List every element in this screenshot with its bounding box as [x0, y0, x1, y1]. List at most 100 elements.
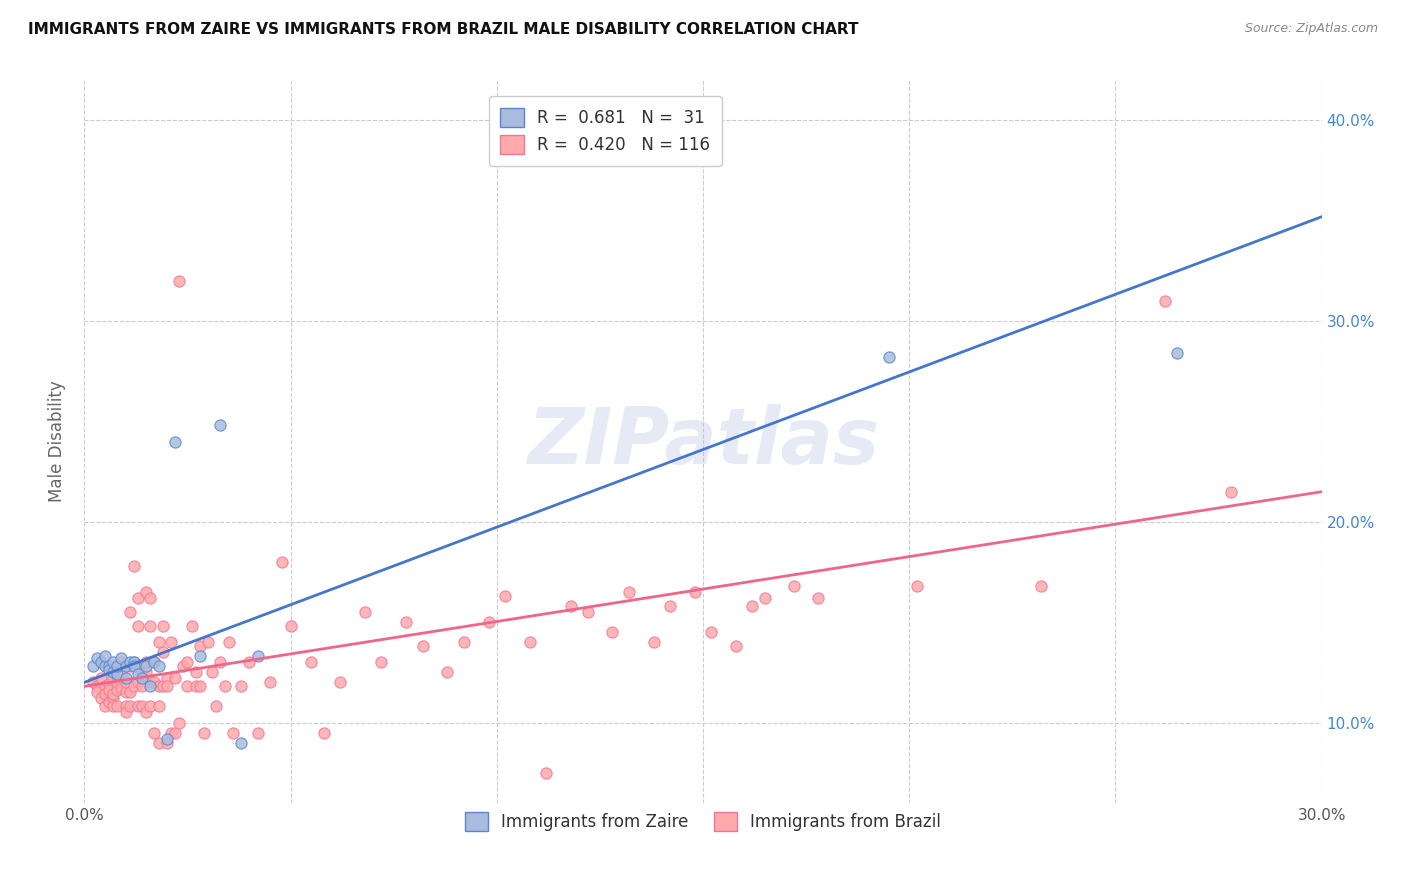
Point [205, 699, 228, 714]
Point [494, 589, 516, 603]
Point [94, 699, 117, 714]
Point [148, 680, 170, 694]
Point [98, 696, 121, 710]
Point [176, 680, 198, 694]
Point [246, 725, 269, 739]
Point [122, 680, 145, 694]
Point [280, 619, 302, 633]
Point [114, 699, 136, 714]
Point [160, 725, 183, 739]
Point [86, 680, 108, 694]
Point [172, 659, 194, 673]
Point [127, 619, 149, 633]
Point [160, 635, 183, 649]
Point [783, 579, 806, 593]
Point [118, 605, 141, 619]
Point [156, 731, 179, 746]
Point [114, 675, 136, 690]
Point [143, 675, 166, 690]
Point [118, 655, 141, 669]
Point [176, 655, 198, 669]
Point [103, 687, 125, 701]
Point [754, 591, 776, 605]
Point [600, 625, 623, 640]
Point [907, 579, 929, 593]
Point [560, 599, 582, 614]
Point [229, 680, 252, 694]
Point [395, 615, 418, 630]
Point [180, 619, 202, 633]
Point [299, 655, 322, 669]
Point [209, 655, 232, 669]
Point [103, 691, 125, 706]
Point [110, 651, 132, 665]
Point [188, 639, 211, 653]
Point [165, 434, 187, 449]
Point [643, 635, 665, 649]
Point [1154, 293, 1177, 308]
Point [105, 667, 128, 681]
Y-axis label: Male Disability: Male Disability [48, 381, 66, 502]
Point [617, 585, 640, 599]
Point [139, 680, 162, 694]
Point [659, 599, 682, 614]
Point [143, 655, 166, 669]
Point [167, 715, 190, 730]
Point [122, 655, 145, 669]
Point [271, 555, 294, 569]
Point [103, 665, 125, 680]
Point [114, 706, 136, 720]
Point [98, 677, 121, 691]
Point [259, 675, 281, 690]
Point [184, 680, 207, 694]
Point [412, 639, 434, 653]
Point [90, 691, 112, 706]
Point [135, 706, 157, 720]
Point [156, 735, 179, 749]
Point [131, 699, 153, 714]
Point [82, 659, 104, 673]
Point [1166, 346, 1188, 360]
Point [98, 683, 121, 698]
Point [105, 683, 128, 698]
Point [1031, 579, 1053, 593]
Point [90, 655, 112, 669]
Point [683, 585, 706, 599]
Point [94, 649, 117, 664]
Point [807, 591, 830, 605]
Point [877, 350, 900, 364]
Point [201, 665, 224, 680]
Point [139, 591, 162, 605]
Point [519, 635, 541, 649]
Text: IMMIGRANTS FROM ZAIRE VS IMMIGRANTS FROM BRAZIL MALE DISABILITY CORRELATION CHAR: IMMIGRANTS FROM ZAIRE VS IMMIGRANTS FROM… [28, 22, 859, 37]
Point [152, 619, 174, 633]
Point [143, 655, 166, 669]
Point [122, 655, 145, 669]
Point [724, 639, 747, 653]
Point [246, 649, 269, 664]
Point [118, 659, 141, 673]
Point [103, 699, 125, 714]
Point [94, 659, 117, 673]
Point [188, 649, 211, 664]
Point [370, 655, 392, 669]
Point [329, 675, 352, 690]
Point [105, 659, 128, 673]
Point [700, 625, 723, 640]
Point [94, 687, 117, 701]
Point [103, 655, 125, 669]
Point [127, 699, 149, 714]
Point [114, 685, 136, 699]
Point [110, 665, 132, 680]
Point [165, 725, 187, 739]
Point [98, 659, 121, 673]
Point [156, 672, 179, 686]
Point [135, 585, 157, 599]
Legend: Immigrants from Zaire, Immigrants from Brazil: Immigrants from Zaire, Immigrants from B… [458, 805, 948, 838]
Point [152, 680, 174, 694]
Point [148, 735, 170, 749]
Point [110, 681, 132, 696]
Point [105, 675, 128, 690]
Point [156, 680, 179, 694]
Point [477, 615, 499, 630]
